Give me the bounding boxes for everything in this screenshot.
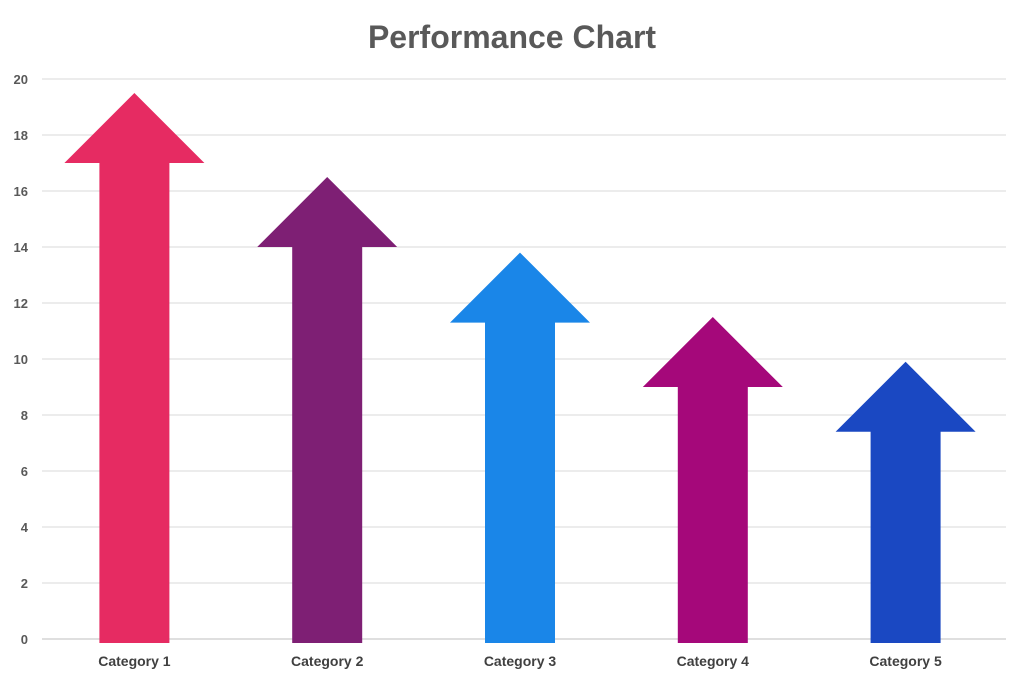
y-axis-ticks: 0 2 4 6 8 10 12 14 16 18 20 bbox=[14, 72, 29, 647]
bar-arrow-2 bbox=[257, 177, 398, 643]
y-tick-label: 8 bbox=[21, 408, 28, 423]
y-tick-label: 10 bbox=[14, 352, 28, 367]
y-tick-label: 12 bbox=[14, 296, 28, 311]
x-tick-label: Category 5 bbox=[869, 653, 942, 669]
y-tick-label: 4 bbox=[21, 520, 29, 535]
chart-title: Performance Chart bbox=[368, 19, 656, 55]
x-tick-label: Category 1 bbox=[98, 653, 171, 669]
bar-arrow-5 bbox=[835, 361, 976, 643]
x-tick-label: Category 4 bbox=[677, 653, 750, 669]
x-axis-ticks: Category 1 Category 2 Category 3 Category 4… bbox=[98, 653, 942, 669]
arrow-bars bbox=[64, 93, 976, 643]
y-tick-label: 20 bbox=[14, 72, 28, 87]
y-tick-label: 18 bbox=[14, 128, 28, 143]
y-tick-label: 6 bbox=[21, 464, 28, 479]
y-tick-label: 2 bbox=[21, 576, 28, 591]
y-tick-label: 0 bbox=[21, 632, 28, 647]
y-tick-label: 14 bbox=[14, 240, 29, 255]
bar-arrow-3 bbox=[450, 252, 590, 643]
y-tick-label: 16 bbox=[14, 184, 28, 199]
bar-arrow-1 bbox=[64, 93, 205, 643]
x-tick-label: Category 2 bbox=[291, 653, 364, 669]
x-tick-label: Category 3 bbox=[484, 653, 557, 669]
bar-arrow-4 bbox=[642, 317, 783, 643]
